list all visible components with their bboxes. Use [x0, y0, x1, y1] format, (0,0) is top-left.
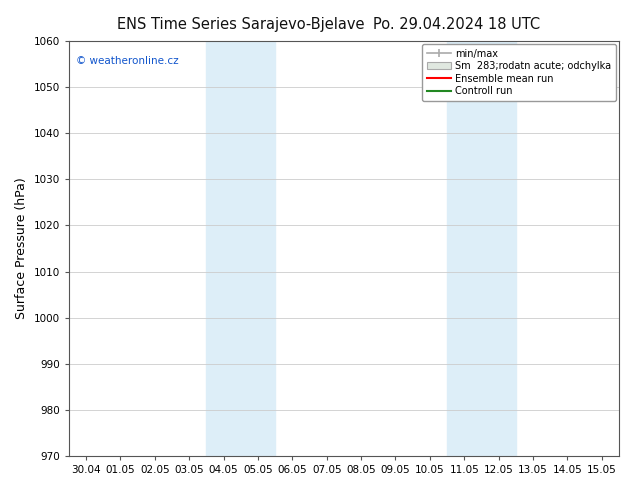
Text: Po. 29.04.2024 18 UTC: Po. 29.04.2024 18 UTC [373, 17, 540, 32]
Text: ENS Time Series Sarajevo-Bjelave: ENS Time Series Sarajevo-Bjelave [117, 17, 365, 32]
Bar [207, 41, 275, 456]
Text: © weatheronline.cz: © weatheronline.cz [76, 55, 179, 66]
Bar [447, 41, 516, 456]
Y-axis label: Surface Pressure (hPa): Surface Pressure (hPa) [15, 178, 28, 319]
Legend: min/max, Sm  283;rodatn acute; odchylka, Ensemble mean run, Controll run: min/max, Sm 283;rodatn acute; odchylka, … [422, 44, 616, 101]
